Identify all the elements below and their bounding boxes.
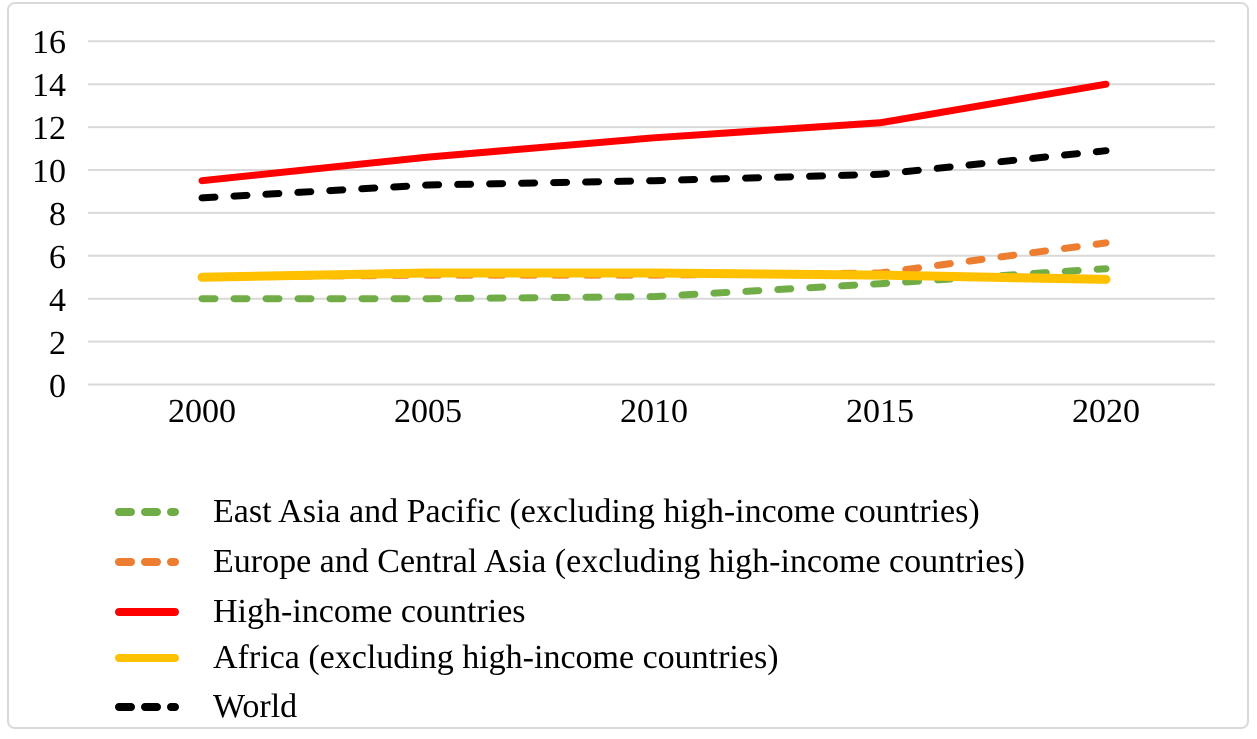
legend-line-sample-dashed: [115, 558, 179, 566]
legend-label: World: [213, 688, 298, 725]
legend-label: Europe and Central Asia (excluding high-…: [213, 543, 1025, 580]
y-tick-label-6: 6: [49, 239, 66, 276]
legend-item-world: World: [115, 687, 297, 727]
y-tick-label-12: 12: [32, 110, 66, 147]
y-tick-label-8: 8: [49, 196, 66, 233]
y-tick-label-10: 10: [32, 153, 66, 190]
y-tick-label-2: 2: [49, 325, 66, 362]
y-tick-label-0: 0: [49, 368, 66, 405]
series-line-high-income-countries: [198, 80, 1110, 185]
legend-line-sample-solid: [115, 608, 179, 616]
legend-item-east-asia-and-pacific-excluding-high-inc: East Asia and Pacific (excluding high-in…: [115, 492, 980, 532]
legend-label: East Asia and Pacific (excluding high-in…: [213, 493, 980, 530]
legend-label: Africa (excluding high-income countries): [213, 639, 779, 676]
legend-label: High-income countries: [213, 593, 526, 630]
x-tick-label-2010: 2010: [620, 393, 688, 430]
legend-item-europe-and-central-asia-excluding-high-i: Europe and Central Asia (excluding high-…: [115, 542, 1025, 582]
x-tick-label-2015: 2015: [846, 393, 914, 430]
series-lines-group: [197, 80, 1111, 303]
series-line-east-asia-and-pacific-excluding-high-inc: [198, 265, 1110, 303]
x-tick-label-2000: 2000: [168, 393, 236, 430]
y-tick-label-14: 14: [32, 67, 66, 104]
legend-item-africa-excluding-high-income-countries: Africa (excluding high-income countries): [115, 638, 779, 678]
series-line-world: [198, 147, 1110, 202]
x-tick-label-2020: 2020: [1072, 393, 1140, 430]
legend-item-high-income-countries: High-income countries: [115, 592, 526, 632]
y-tick-label-16: 16: [32, 24, 66, 61]
gridlines-group: [88, 40, 1215, 386]
series-line-africa-excluding-high-income-countries: [197, 268, 1111, 284]
legend-line-sample-solid: [115, 654, 179, 662]
legend-line-sample-dashed: [115, 508, 179, 516]
legend-line-sample-dashed: [115, 703, 179, 711]
y-tick-label-4: 4: [49, 282, 66, 319]
x-tick-label-2005: 2005: [394, 393, 462, 430]
